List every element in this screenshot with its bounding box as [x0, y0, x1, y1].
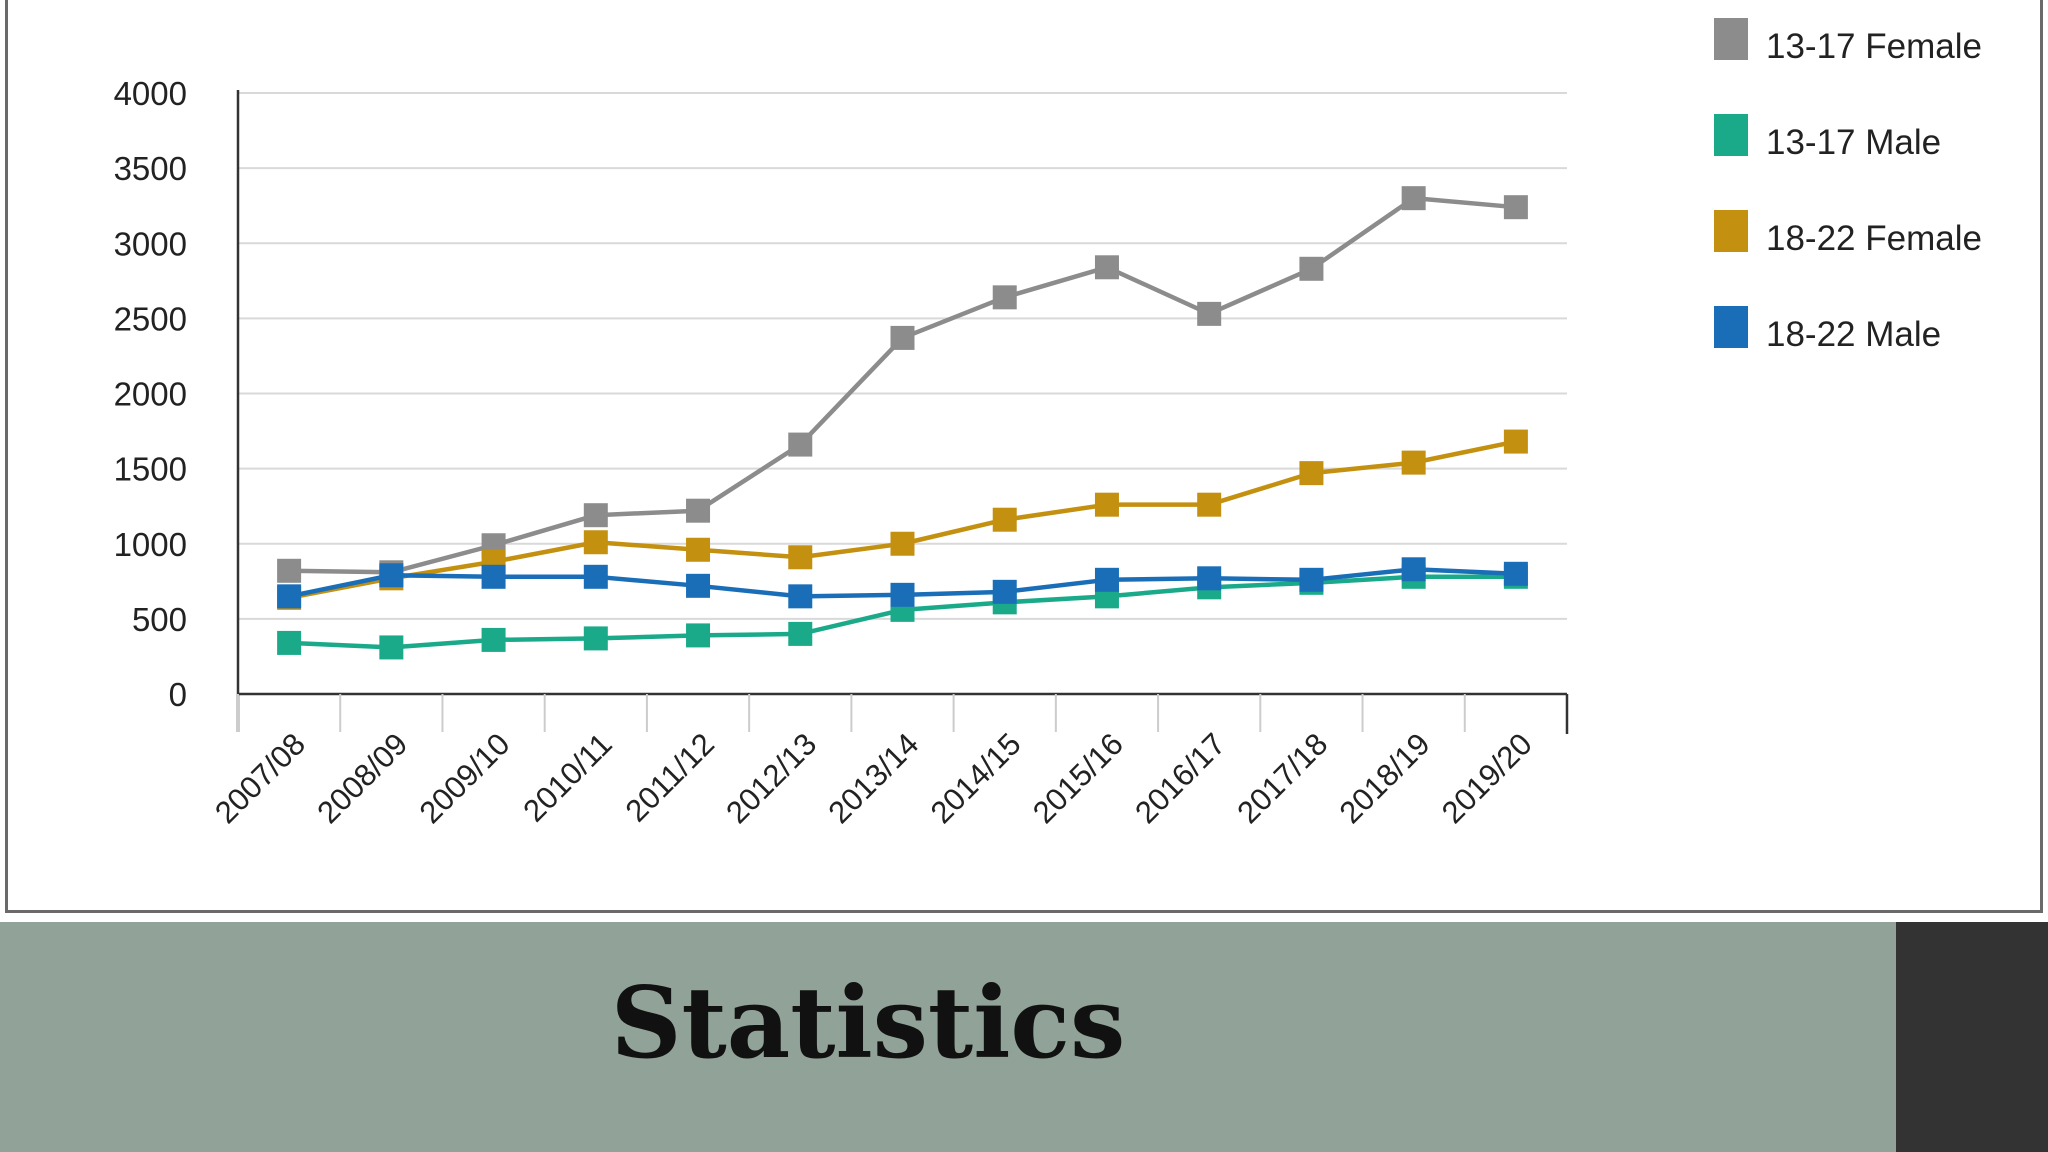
legend-label: 18-22 Female [1766, 219, 1982, 258]
data-point [583, 564, 608, 589]
data-point [481, 627, 506, 652]
data-point [583, 530, 608, 555]
data-point [583, 626, 608, 651]
data-point [992, 285, 1017, 310]
legend-swatch [1714, 18, 1748, 60]
data-point [1299, 461, 1324, 486]
data-point [1094, 567, 1119, 592]
y-tick-label: 4000 [114, 75, 187, 112]
y-tick-label: 1500 [114, 451, 187, 488]
legend-label: 13-17 Male [1766, 123, 1941, 162]
data-point [1197, 566, 1222, 591]
x-tick-label: 2013/14 [821, 726, 925, 830]
data-point [1503, 429, 1528, 454]
data-point [481, 564, 506, 589]
data-point [992, 507, 1017, 532]
data-point [788, 545, 813, 570]
data-point [1197, 492, 1222, 517]
y-tick-label: 0 [169, 676, 187, 713]
data-point [277, 584, 302, 609]
x-tick-label: 2018/19 [1333, 726, 1437, 830]
legend-swatch [1714, 114, 1748, 156]
series-line [289, 195, 1517, 575]
x-tick-label: 2009/10 [413, 726, 517, 830]
x-tick-label: 2015/16 [1026, 726, 1130, 830]
data-point [1503, 561, 1528, 586]
data-point [379, 635, 404, 660]
x-tick-label: 2016/17 [1128, 726, 1232, 830]
legend-swatch [1714, 306, 1748, 348]
data-point [1094, 492, 1119, 517]
title-band [0, 922, 1896, 1152]
x-tick-label: 2017/18 [1230, 726, 1334, 830]
y-tick-label: 2000 [114, 376, 187, 413]
y-tick-label: 3000 [114, 225, 187, 262]
corner-block [1896, 922, 2048, 1152]
slide-title: Statistics [610, 966, 1126, 1081]
data-point [1094, 255, 1119, 280]
data-point [1401, 557, 1426, 582]
x-tick-label: 2008/09 [310, 726, 414, 830]
data-point [890, 531, 915, 556]
data-point [1299, 567, 1324, 592]
data-point [788, 621, 813, 646]
data-point [992, 579, 1017, 604]
data-point [1197, 301, 1222, 326]
x-tick-label: 2012/13 [719, 726, 823, 830]
data-point [277, 558, 302, 583]
y-tick-label: 2500 [114, 300, 187, 337]
data-point [277, 630, 302, 655]
legend-label: 18-22 Male [1766, 315, 1941, 354]
chart-frame [5, 0, 2043, 913]
x-tick-label: 2019/20 [1435, 726, 1539, 830]
data-point [1503, 195, 1528, 220]
data-point [890, 325, 915, 350]
data-point [583, 503, 608, 528]
y-tick-label: 500 [132, 601, 187, 638]
data-point [788, 432, 813, 457]
x-tick-label: 2010/11 [516, 726, 618, 828]
data-point [686, 623, 711, 648]
y-tick-label: 1000 [114, 526, 187, 563]
data-point [1401, 450, 1426, 475]
line-chart: 050010001500200025003000350040002007/082… [114, 18, 1982, 830]
data-point [686, 537, 711, 562]
data-point [1299, 256, 1324, 281]
y-tick-label: 3500 [114, 150, 187, 187]
x-tick-label: 2011/12 [619, 726, 721, 828]
legend-swatch [1714, 210, 1748, 252]
data-point [890, 582, 915, 607]
x-tick-label: 2007/08 [208, 726, 312, 830]
data-point [686, 498, 711, 523]
data-point [686, 573, 711, 598]
legend-label: 13-17 Female [1766, 27, 1982, 66]
x-tick-label: 2014/15 [924, 726, 1028, 830]
data-point [1401, 186, 1426, 211]
data-point [379, 563, 404, 588]
data-point [788, 584, 813, 609]
